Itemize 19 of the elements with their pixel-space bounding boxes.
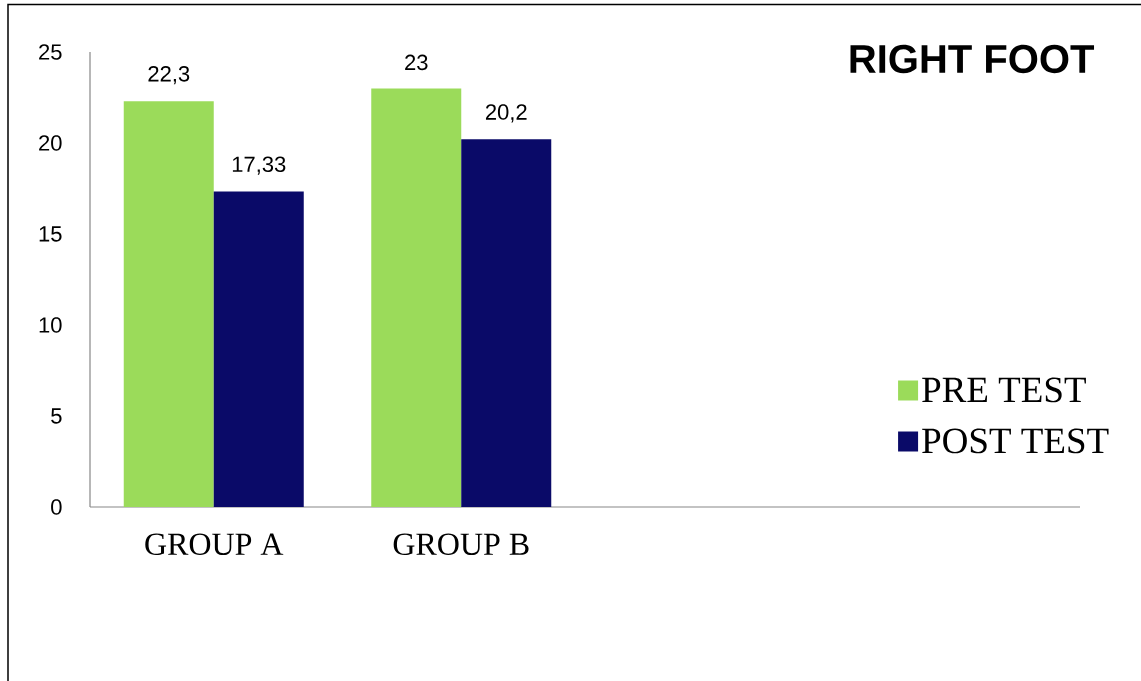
y-tick-label: 25: [39, 44, 62, 60]
data-label: 23: [405, 54, 428, 71]
legend-label: PRE TEST: [922, 377, 1086, 403]
y-tick-label: 0: [51, 499, 62, 515]
y-tick-label: 10: [39, 317, 62, 333]
bar: [213, 191, 304, 507]
bar: [461, 139, 552, 507]
y-tick-label: 5: [51, 408, 62, 424]
y-tick-label: 20: [39, 135, 62, 151]
bar: [123, 101, 214, 507]
chart-title: RIGHT FOOT: [850, 44, 1095, 74]
x-tick-label: GROUP A: [145, 533, 284, 556]
data-label: 22,3: [148, 66, 190, 85]
bar: [371, 88, 462, 507]
legend-label: POST TEST: [922, 428, 1109, 454]
data-label: 20,2: [485, 104, 527, 123]
data-label: 17,33: [232, 156, 286, 175]
x-tick-label: GROUP B: [393, 533, 529, 556]
y-tick-label: 15: [39, 226, 62, 242]
